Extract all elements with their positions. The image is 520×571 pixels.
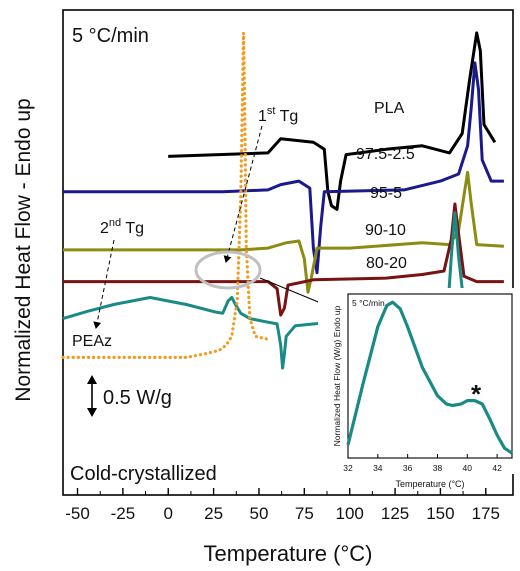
inset-x-tick-label: 42	[492, 463, 502, 473]
series-line-90-10	[63, 202, 504, 317]
x-axis: -50 -25 0 25 50 75 100 125 150 175	[65, 488, 500, 523]
inset-x-tick-label: 32	[343, 463, 353, 473]
tg2-arrow	[93, 239, 115, 329]
inset-x-tick-label: 38	[433, 463, 443, 473]
x-tick-label: -50	[65, 504, 90, 523]
highlight-ellipse	[194, 250, 262, 290]
scale-bar-bottom-head	[87, 408, 97, 417]
tg2-sup: nd	[109, 217, 121, 229]
inset-connector	[259, 277, 329, 308]
tg2-base: 2	[100, 220, 109, 237]
inset-frame	[347, 293, 513, 459]
inset-series-line-80-20	[346, 300, 513, 455]
inset-chart: 5 °C/min Temperature (°C) Normalized Hea…	[318, 288, 514, 489]
inset-x-axis: 32 34 36 38 40 42	[343, 454, 502, 473]
inset-x-tick-label: 34	[373, 463, 383, 473]
series-label-80-20: 80-20	[366, 255, 407, 272]
scale-bar-top-head	[87, 375, 97, 384]
inset-series-layer	[346, 300, 513, 455]
x-tick-label: 100	[336, 504, 364, 523]
x-tick-label: 25	[204, 504, 223, 523]
x-tick-label: 125	[381, 504, 409, 523]
tg2-suffix: Tg	[121, 220, 144, 237]
tg1-base: 1	[258, 108, 267, 125]
series-label-PEAz: PEAz	[72, 333, 112, 350]
x-tick-label: 175	[472, 504, 500, 523]
inset-x-tick-label: 40	[463, 463, 473, 473]
state-label: Cold-crystallized	[70, 463, 217, 485]
series-label-97.5-2.5: 97.5-2.5	[356, 146, 415, 163]
inset-star-marker: *	[471, 379, 482, 409]
series-line-PLA	[168, 31, 497, 211]
rate-label: 5 °C/min	[72, 25, 149, 47]
series-label-PLA: PLA	[374, 100, 405, 117]
x-tick-label: 0	[164, 504, 173, 523]
series-line-PEAz	[61, 31, 272, 359]
inset-x-title: Temperature (°C)	[395, 479, 464, 489]
tg1-label: 1st Tg	[258, 105, 298, 125]
inset-title: 5 °C/min	[352, 298, 385, 308]
series-layer: PLA 97.5-2.5 95-5 90-10 80-20 PEAz	[61, 31, 504, 370]
series-line-95-5	[63, 170, 504, 294]
x-tick-label: 150	[426, 504, 454, 523]
series-label-95-5: 95-5	[370, 185, 402, 202]
tg2-label: 2nd Tg	[100, 217, 144, 237]
series-line-97.5-2.5	[63, 61, 504, 275]
scale-bar-label: 0.5 W/g	[103, 387, 172, 409]
tg1-arrow	[223, 125, 263, 263]
scale-bar: 0.5 W/g	[87, 375, 172, 417]
x-tick-label: 50	[250, 504, 269, 523]
tg1-sup: st	[267, 105, 276, 117]
inset-x-tick-label: 36	[403, 463, 413, 473]
x-tick-label: -25	[111, 504, 136, 523]
tg1-suffix: Tg	[275, 108, 298, 125]
y-axis-title: Normalized Heat Flow - Endo up	[12, 98, 35, 401]
x-tick-label: 75	[295, 504, 314, 523]
series-label-90-10: 90-10	[365, 222, 406, 239]
series-line-80-20	[62, 211, 496, 370]
x-axis-title: Temperature (°C)	[204, 541, 373, 566]
inset-y-title: Normalized Heat Flow (W/g) Endo up	[332, 305, 342, 446]
